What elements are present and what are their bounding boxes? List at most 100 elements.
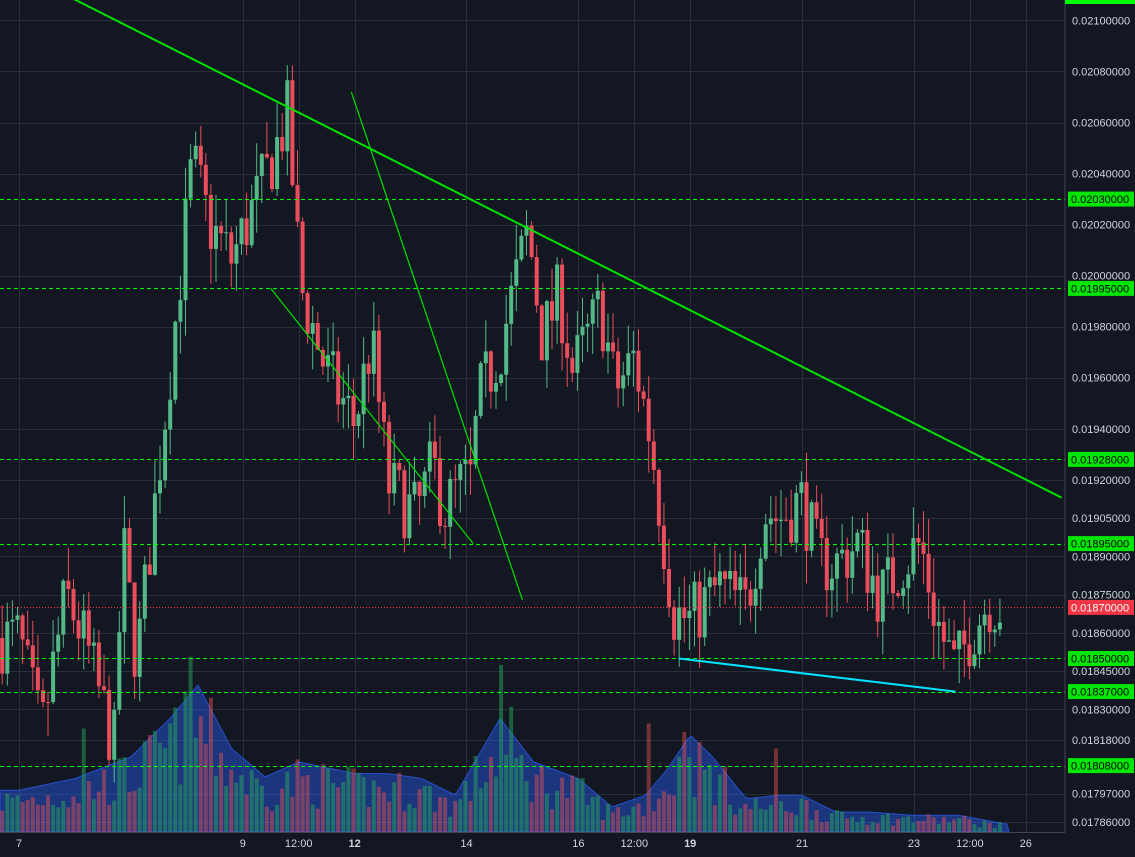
volume-bar [432, 812, 437, 832]
candle-body [0, 638, 5, 674]
volume-bar [320, 764, 325, 832]
candle-body [249, 200, 254, 246]
volume-bar [71, 796, 76, 832]
candle-body [972, 654, 977, 667]
volume-bar [580, 778, 585, 832]
volume-bar [137, 787, 142, 832]
candle-body [667, 569, 671, 608]
candle-body [514, 259, 519, 286]
candle-body [163, 429, 168, 481]
candle-body [137, 618, 142, 677]
trendlines[interactable] [50, 0, 1063, 693]
candle-body [931, 592, 936, 626]
candle-body [351, 395, 356, 426]
price-tick-label: 0.02000000 [1072, 271, 1130, 283]
candle-body [219, 226, 224, 234]
volume-bar [300, 776, 305, 832]
price-tick-label: 0.01845000 [1072, 666, 1130, 678]
time-tick-label: 9 [240, 838, 246, 850]
volume-bar [997, 822, 1002, 832]
candle-body [707, 577, 712, 588]
candle-body [524, 225, 529, 236]
volume-bar [81, 728, 86, 832]
trendline-descending-resistance[interactable] [50, 0, 1063, 499]
volume-bar [468, 801, 473, 832]
volume-bar [254, 778, 259, 832]
volume-bar [667, 794, 671, 832]
candle-body [290, 80, 295, 186]
candle-body [585, 323, 590, 327]
volume-bar [921, 821, 926, 832]
candle-body [809, 502, 814, 551]
horizontal-levels [0, 199, 1065, 767]
candle-body [35, 667, 40, 691]
volume-bar [799, 798, 804, 832]
volume-bar [193, 737, 198, 832]
volume-bar [687, 757, 692, 832]
volume-bar [438, 797, 442, 832]
volume-bar [56, 807, 61, 832]
volume-bar [585, 804, 590, 832]
time-axis[interactable]: 7 9 12:00 12 14 16 12:00 19 21 23 12:00 26 [16, 838, 1032, 850]
volume-bar [203, 743, 208, 832]
candle-body [51, 651, 56, 703]
candle-body [499, 374, 504, 383]
volume-bar [926, 814, 931, 832]
candle-body [656, 470, 661, 526]
volume-bar [285, 771, 290, 832]
volume-bar [768, 804, 773, 832]
candle-body [804, 482, 809, 551]
trendline-support-trend[interactable] [678, 657, 956, 693]
candle-body [723, 571, 727, 579]
volume-bar [773, 748, 778, 832]
candle-body [443, 525, 448, 527]
volume-bar [117, 758, 122, 832]
price-tick-label: 0.01960000 [1072, 373, 1130, 385]
level-price-badge [1068, 451, 1134, 467]
volume-bar [310, 804, 315, 832]
volume-bar [962, 815, 967, 832]
candle-body [5, 621, 10, 674]
candle-body [550, 301, 554, 321]
volume-bar [814, 810, 819, 832]
candle-body [376, 330, 381, 402]
volume-bar [407, 803, 412, 832]
volume-bar [529, 802, 534, 832]
candle-body [224, 232, 229, 234]
volume-bar [621, 816, 626, 832]
volume-bar [519, 755, 524, 832]
volume-bar [544, 793, 549, 832]
candle-body [473, 415, 478, 465]
candle-body [346, 395, 351, 399]
candle-body [646, 398, 651, 442]
volume-bar [315, 808, 320, 832]
trendline-wedge-upper[interactable] [350, 91, 523, 600]
volume-bar [132, 790, 137, 832]
price-tick-label: 0.01980000 [1072, 322, 1130, 334]
price-tick-label: 0.01860000 [1072, 628, 1130, 640]
price-tick-label: 0.01940000 [1072, 424, 1130, 436]
candle-body [702, 587, 707, 638]
level-price-label: 0.01895000 [1071, 539, 1129, 551]
candle-body [845, 549, 850, 578]
candle-body [295, 185, 300, 222]
candle-body [142, 564, 147, 619]
volume-bar [743, 803, 748, 832]
price-axis[interactable]: 0.02100000 0.02080000 0.02060000 0.02040000… [1065, 0, 1135, 829]
volume-bar [911, 822, 916, 832]
candle-body [595, 290, 600, 300]
candle-body [458, 464, 463, 480]
candle-body [320, 349, 325, 367]
volume-bar [270, 811, 274, 832]
trendline-wedge-lower[interactable] [270, 288, 474, 544]
volume-bar [280, 788, 285, 832]
axis-top-marker [1065, 0, 1135, 4]
candle-body [952, 640, 957, 650]
volume-bar [61, 801, 66, 832]
candle-body [280, 137, 285, 152]
volume-bar [351, 768, 356, 832]
candle-body [264, 153, 269, 158]
volume-bar [147, 735, 152, 832]
